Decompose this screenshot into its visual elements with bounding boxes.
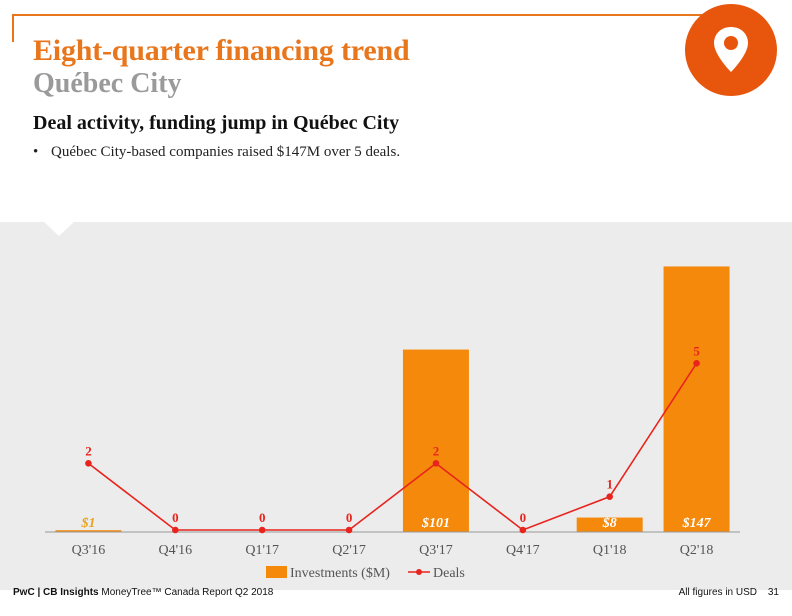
x-tick-label-1: Q4'16 [158,543,192,558]
deals-label-6: 1 [606,477,613,492]
x-tick-label-2: Q1'17 [245,543,279,558]
deals-label-5: 0 [520,510,527,525]
x-tick-label-4: Q3'17 [419,543,453,558]
deals-line [87,362,698,531]
legend-deals-label: Deals [433,566,465,581]
x-tick-label-0: Q3'16 [72,543,106,558]
summary-headline: Deal activity, funding jump in Québec Ci… [33,112,400,134]
legend-investments-label: Investments ($M) [290,566,390,581]
bar-label-4: $101 [421,516,450,531]
legend-deals-marker [416,569,422,575]
location-badge [685,4,777,96]
x-tick-label-3: Q2'17 [332,543,366,558]
deals-label-3: 0 [346,510,353,525]
footer-report: MoneyTree™ Canada Report Q2 2018 [101,587,274,598]
x-tick-label-7: Q2'18 [680,543,714,558]
deals-point-4 [432,460,440,467]
bar-label-6: $8 [602,516,617,531]
deals-point-2 [258,526,266,534]
deals-label-7: 5 [693,343,700,358]
x-tick-label-5: Q4'17 [506,543,540,558]
bullet-item: • Québec City-based companies raised $147… [33,144,401,160]
footer-note: All figures in USD [678,587,757,598]
financing-chart: $1 $101 $8 $147 2 0 0 0 2 0 1 5 Q3'16 Q4'16 Q1'17 Q2'17… [45,266,740,581]
deals-label-4: 2 [433,443,440,458]
x-tick-label-6: Q1'18 [593,543,627,558]
bar-label-7: $147 [682,516,712,531]
deals-label-2: 0 [259,510,266,525]
deals-label-0: 2 [85,443,92,458]
deals-point-0 [85,460,92,467]
header-rule [12,14,702,16]
deals-point-1 [172,526,179,534]
bar-7 [663,266,730,532]
bar-4 [402,349,469,532]
page-number: 31 [767,587,779,598]
bullet-text: Québec City-based companies raised $147M… [51,144,401,160]
deals-point-3 [345,526,353,534]
deals-label-1: 0 [172,510,179,525]
page-subtitle: Québec City [33,68,182,99]
chart-notch [44,222,74,236]
bar-label-0: $1 [80,516,95,531]
page-title: Eight-quarter financing trend [33,34,410,67]
bar-0 [55,530,122,532]
legend-investments-swatch [266,566,287,578]
summary-bullets: • Québec City-based companies raised $147… [33,144,400,161]
bar-6 [576,517,643,532]
footer-brand: PwC | CB Insights [13,587,99,598]
location-pin-icon [714,27,748,72]
deals-point-5 [519,526,527,534]
deals-point-6 [606,493,613,500]
header-rule-tail [12,14,14,42]
deals-point-7 [693,360,700,367]
chart-panel [0,222,792,590]
footer: PwC | CB Insights MoneyTree™ Canada Repo… [13,587,779,605]
